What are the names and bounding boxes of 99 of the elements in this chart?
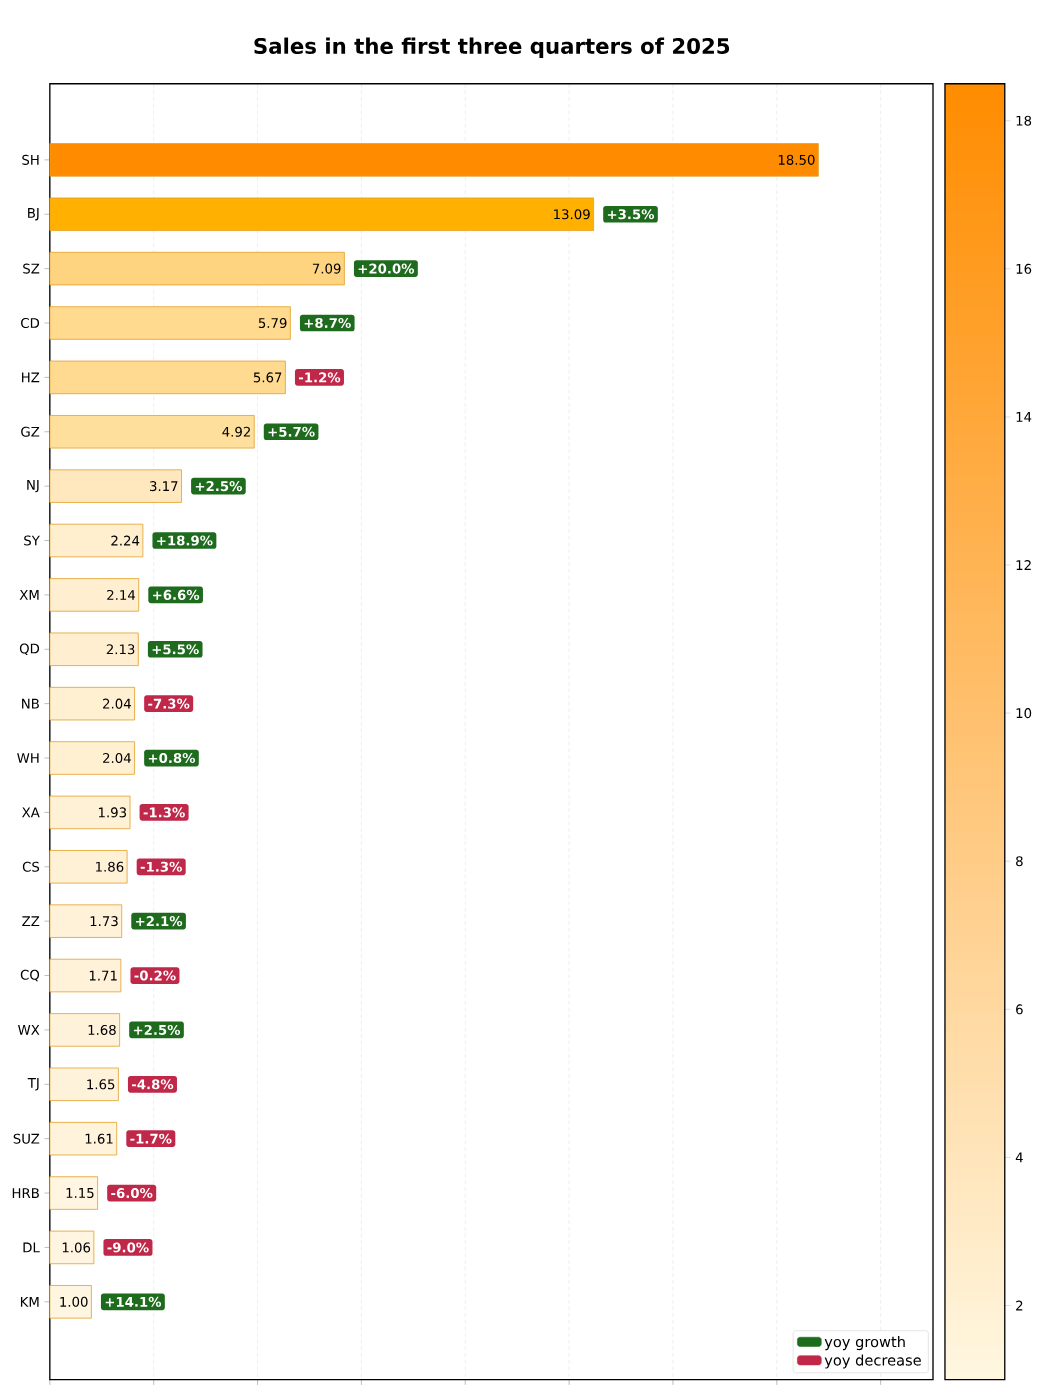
- bar: [49, 904, 123, 938]
- text: +14.1%: [105, 1296, 162, 1307]
- bar: [49, 469, 183, 503]
- y-tick-label: CS: [23, 861, 40, 872]
- text: +5.5%: [152, 644, 199, 655]
- bar: [49, 1067, 119, 1102]
- bar: [49, 850, 128, 884]
- bar: [49, 197, 595, 231]
- data-label: 5.67: [254, 372, 282, 383]
- y-tick-label: QD: [20, 643, 40, 656]
- text: -7.3%: [148, 698, 190, 709]
- bar: [49, 578, 140, 612]
- data-label: 2.24: [111, 535, 140, 546]
- color-bar-label: 16: [1016, 263, 1032, 274]
- text: +6.6%: [153, 589, 200, 600]
- text: +2.5%: [196, 481, 243, 492]
- data-label: 2.04: [103, 752, 132, 764]
- y-tick-label: KM: [21, 1296, 39, 1307]
- data-label: 1.00: [60, 1296, 88, 1307]
- color-bar-label: 6: [1016, 1004, 1023, 1015]
- bar: [49, 1230, 95, 1265]
- bar: [49, 415, 255, 449]
- color-bar-label: 10: [1016, 708, 1032, 719]
- color-bar-label: 12: [1016, 560, 1031, 570]
- bar: [49, 251, 345, 286]
- text: +3.5%: [608, 209, 655, 220]
- y-tick-label: CD: [21, 317, 40, 329]
- text: +2.5%: [134, 1024, 181, 1035]
- data-label: 1.73: [90, 916, 118, 927]
- data-label: 2.14: [107, 589, 136, 600]
- text: -1.3%: [140, 861, 183, 872]
- text: +0.8%: [149, 752, 196, 764]
- y-tick-label: NJ: [27, 479, 39, 493]
- bar: [49, 741, 136, 775]
- text: -1.2%: [299, 372, 341, 383]
- legend-label: yoy growth: [824, 1335, 905, 1351]
- data-label: 1.65: [87, 1079, 115, 1090]
- y-tick-label: ZZ: [22, 916, 40, 927]
- data-label: 5.79: [259, 317, 287, 329]
- y-tick-label: SY: [24, 535, 41, 546]
- text: -1.7%: [130, 1133, 172, 1144]
- data-label: 13.09: [554, 209, 590, 220]
- bar: [49, 1013, 121, 1047]
- legend-label: yoy decrease: [824, 1354, 922, 1369]
- y-tick-label: DL: [23, 1242, 40, 1253]
- y-tick-label: WX: [18, 1025, 40, 1035]
- data-label: 1.71: [89, 970, 117, 981]
- text: +18.9%: [157, 535, 213, 546]
- y-tick-label: CQ: [21, 969, 40, 982]
- bar: [49, 306, 291, 340]
- color-bar-label: 14: [1016, 412, 1032, 422]
- data-label: 1.93: [99, 807, 127, 818]
- y-tick-label: SH: [22, 154, 39, 165]
- data-label: 2.13: [106, 644, 135, 655]
- y-tick-label: GZ: [21, 426, 40, 437]
- bar: [49, 632, 139, 666]
- bar: [49, 523, 144, 558]
- bar: [49, 686, 136, 721]
- text: -0.2%: [134, 970, 176, 981]
- data-label: 1.15: [66, 1188, 94, 1198]
- bar: [49, 1285, 92, 1319]
- text: -9.0%: [107, 1242, 149, 1253]
- color-bar-label: 8: [1016, 856, 1023, 867]
- y-tick-label: BJ: [28, 208, 39, 221]
- y-tick-label: WH: [17, 753, 39, 763]
- bar: [49, 1121, 118, 1156]
- bar: [49, 143, 819, 177]
- color-bar-label: 2: [1016, 1300, 1023, 1311]
- text: -1.3%: [143, 807, 186, 818]
- bar: [49, 1176, 99, 1210]
- bar: [49, 795, 131, 830]
- data-label: 1.68: [88, 1024, 116, 1035]
- text: +5.7%: [268, 426, 315, 437]
- data-label: 1.61: [85, 1133, 113, 1144]
- data-label: 1.06: [62, 1242, 91, 1253]
- color-bar-label: 18: [1016, 115, 1032, 126]
- y-tick-label: SUZ: [13, 1133, 40, 1144]
- y-tick-label: HRB: [12, 1188, 40, 1198]
- color-bar-label: 4: [1015, 1152, 1024, 1163]
- text: -4.8%: [132, 1079, 174, 1090]
- text: +20.0%: [358, 263, 415, 274]
- y-tick-label: XA: [22, 807, 40, 818]
- bar: [49, 360, 286, 395]
- data-label: 3.17: [150, 481, 178, 492]
- text: +2.1%: [136, 916, 183, 927]
- text: -6.0%: [111, 1188, 153, 1199]
- y-tick-label: TJ: [27, 1078, 39, 1091]
- data-label: 1.86: [96, 861, 124, 872]
- y-tick-label: SZ: [23, 263, 40, 274]
- data-label: 4.92: [222, 426, 251, 437]
- data-label: 2.04: [103, 698, 132, 709]
- data-label: 18.50: [779, 154, 815, 165]
- y-tick-label: HZ: [22, 372, 40, 383]
- data-label: 7.09: [313, 263, 341, 274]
- text: +8.7%: [304, 317, 352, 329]
- y-tick-label: XM: [19, 590, 39, 600]
- bar: [49, 958, 122, 993]
- chart-title: Sales in the first three quarters of 2025: [254, 37, 730, 59]
- y-tick-label: NB: [22, 698, 40, 709]
